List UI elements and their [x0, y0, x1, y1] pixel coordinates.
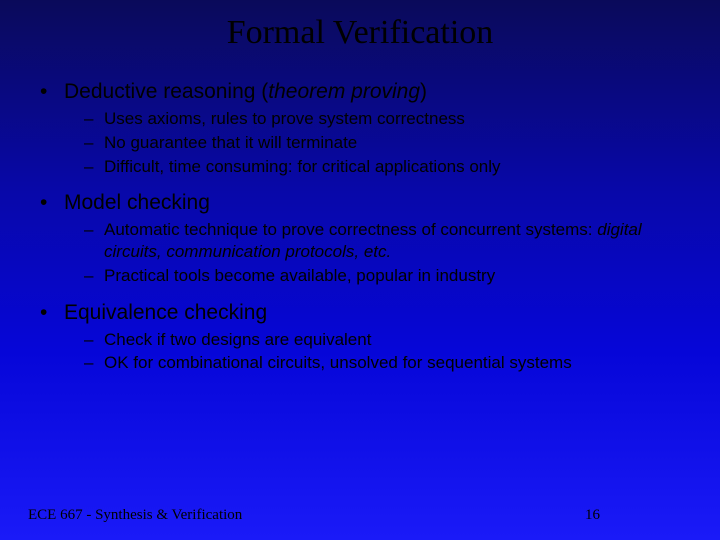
dash-icon: –	[84, 352, 104, 374]
list-item: – Difficult, time consuming: for critica…	[84, 156, 692, 178]
bullet-icon: •	[40, 191, 64, 215]
bullet-model-checking: • Model checking	[40, 191, 692, 215]
item-text: Automatic technique to prove correctness…	[104, 219, 692, 263]
bullet-deductive: • Deductive reasoning (theorem proving)	[40, 80, 692, 104]
item-text: Difficult, time consuming: for critical …	[104, 156, 692, 178]
bullet-icon: •	[40, 301, 64, 325]
bullet-text: Equivalence checking	[64, 301, 692, 325]
list-item: – OK for combinational circuits, unsolve…	[84, 352, 692, 374]
page-number: 16	[585, 507, 600, 524]
list-item: – Uses axioms, rules to prove system cor…	[84, 108, 692, 130]
item-text: Practical tools become available, popula…	[104, 265, 692, 287]
list-item: – No guarantee that it will terminate	[84, 132, 692, 154]
slide-content: • Deductive reasoning (theorem proving) …	[28, 80, 692, 374]
slide-title: Formal Verification	[28, 14, 692, 52]
bullet-text: Model checking	[64, 191, 692, 215]
bullet-text: Deductive reasoning (theorem proving)	[64, 80, 692, 104]
dash-icon: –	[84, 219, 104, 241]
slide-footer: ECE 667 - Synthesis & Verification 16	[0, 507, 720, 524]
dash-icon: –	[84, 156, 104, 178]
bullet-equivalence: • Equivalence checking	[40, 301, 692, 325]
dash-icon: –	[84, 108, 104, 130]
dash-icon: –	[84, 132, 104, 154]
slide: Formal Verification • Deductive reasonin…	[0, 0, 720, 540]
dash-icon: –	[84, 329, 104, 351]
list-item: – Check if two designs are equivalent	[84, 329, 692, 351]
bullet-icon: •	[40, 80, 64, 104]
footer-course: ECE 667 - Synthesis & Verification	[28, 507, 242, 524]
item-text: OK for combinational circuits, unsolved …	[104, 352, 692, 374]
list-item: – Automatic technique to prove correctne…	[84, 219, 692, 263]
item-text: No guarantee that it will terminate	[104, 132, 692, 154]
dash-icon: –	[84, 265, 104, 287]
item-text: Check if two designs are equivalent	[104, 329, 692, 351]
list-item: – Practical tools become available, popu…	[84, 265, 692, 287]
item-text: Uses axioms, rules to prove system corre…	[104, 108, 692, 130]
